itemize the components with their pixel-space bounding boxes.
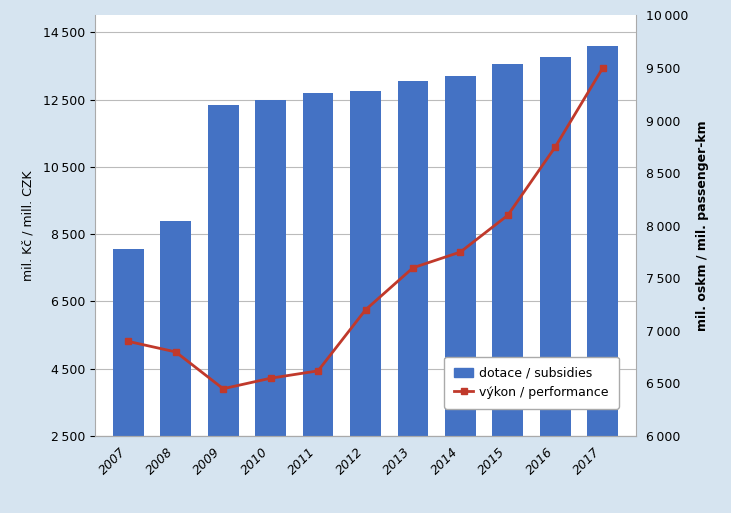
- Bar: [255, 100, 286, 513]
- Bar: [445, 76, 476, 513]
- Y-axis label: mil. Kč / mill. CZK: mil. Kč / mill. CZK: [22, 170, 34, 281]
- Bar: [303, 93, 333, 513]
- Bar: [113, 249, 144, 513]
- Bar: [208, 105, 238, 513]
- Bar: [540, 57, 571, 513]
- Bar: [493, 64, 523, 513]
- Bar: [587, 46, 618, 513]
- Bar: [350, 91, 381, 513]
- Y-axis label: mil. oskm / mil. passenger-km: mil. oskm / mil. passenger-km: [697, 121, 709, 331]
- Bar: [160, 221, 191, 513]
- Legend: dotace / subsidies, výkon / performance: dotace / subsidies, výkon / performance: [444, 357, 619, 409]
- Bar: [398, 81, 428, 513]
